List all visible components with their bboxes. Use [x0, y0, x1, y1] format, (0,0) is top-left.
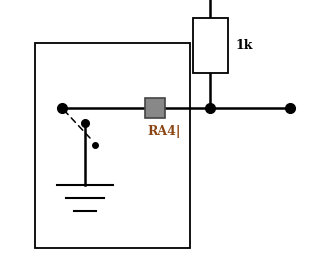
- Text: RA4|: RA4|: [147, 125, 180, 138]
- Bar: [145, 98, 165, 118]
- Bar: [35, 43, 190, 248]
- Bar: [193, 18, 228, 73]
- Text: 1k: 1k: [236, 39, 253, 52]
